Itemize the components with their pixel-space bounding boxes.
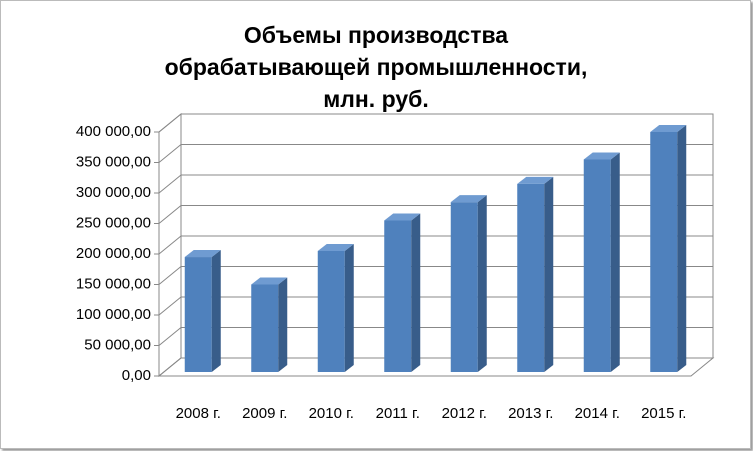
- bar-side: [477, 195, 487, 372]
- y-tick-label: 200 000,00: [76, 245, 151, 262]
- chart-title: Объемы производства обрабатывающей промы…: [164, 22, 588, 112]
- y-tick-label: 50 000,00: [84, 336, 151, 353]
- y-tick-label: 400 000,00: [76, 123, 151, 140]
- bar: [317, 243, 354, 372]
- bar-side: [544, 176, 554, 372]
- bar-top: [184, 250, 221, 258]
- bar-front: [184, 257, 212, 372]
- bar-front: [650, 132, 678, 372]
- bar: [184, 250, 221, 372]
- bar: [251, 277, 288, 372]
- grid-line: [158, 174, 713, 194]
- bar: [650, 125, 687, 372]
- y-tick-label: 250 000,00: [76, 214, 151, 231]
- bar-front: [251, 284, 279, 372]
- bar: [517, 176, 554, 372]
- x-tick-label: 2011 г.: [376, 405, 420, 422]
- x-tick-label: 2009 г.: [242, 405, 287, 422]
- bar-top: [251, 277, 288, 285]
- bar-top: [650, 125, 687, 132]
- x-tick-label: 2013 г.: [508, 405, 553, 422]
- y-tick-label: 0,00: [122, 367, 151, 384]
- bar-top: [317, 243, 354, 251]
- y-tick-label: 150 000,00: [76, 275, 151, 292]
- bar-front: [317, 250, 345, 372]
- bar: [450, 195, 487, 372]
- bar-side: [278, 277, 288, 372]
- bar-front: [583, 159, 611, 372]
- floor: [157, 357, 715, 377]
- bar-front: [450, 202, 478, 372]
- x-tick-label: 2014 г.: [575, 405, 620, 422]
- bar-side: [610, 152, 620, 372]
- bar-front: [384, 220, 412, 372]
- bar: [384, 213, 421, 372]
- x-tick-label: 2008 г.: [176, 405, 221, 422]
- grid-line: [158, 113, 713, 133]
- y-tick-label: 100 000,00: [76, 306, 151, 323]
- x-tick-label: 2010 г.: [309, 405, 354, 422]
- bar-top: [450, 195, 487, 203]
- grid-line: [158, 144, 713, 163]
- bar-top: [384, 213, 421, 221]
- x-tick-label: 2012 г.: [442, 405, 487, 422]
- bar-top: [583, 152, 620, 160]
- bar-front: [517, 183, 545, 372]
- bar-top: [517, 176, 554, 184]
- bar-side: [211, 250, 221, 372]
- bar-side: [677, 125, 687, 372]
- y-tick-label: 350 000,00: [76, 153, 151, 170]
- bar-side: [411, 213, 421, 372]
- x-tick-label: 2015 г.: [641, 405, 686, 422]
- y-tick-label: 300 000,00: [76, 184, 151, 201]
- bar-side: [344, 243, 354, 372]
- bar: [583, 152, 620, 372]
